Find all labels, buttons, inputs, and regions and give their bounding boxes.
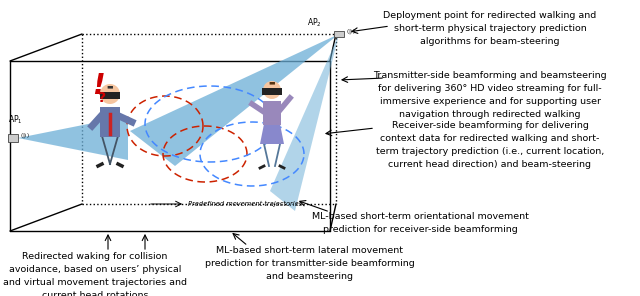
Text: AP$_1$: AP$_1$: [8, 113, 23, 126]
Bar: [8, 134, 18, 142]
Bar: [334, 31, 344, 37]
Text: and virtual movement trajectories and: and virtual movement trajectories and: [3, 278, 187, 287]
Text: context data for redirected walking and short-: context data for redirected walking and …: [380, 134, 600, 143]
Text: Redirected waking for collision: Redirected waking for collision: [22, 252, 168, 261]
Bar: [262, 88, 282, 95]
Text: ?: ?: [98, 91, 106, 105]
Text: Receiver-side beamforming for delivering: Receiver-side beamforming for delivering: [392, 121, 588, 130]
FancyBboxPatch shape: [100, 107, 120, 137]
Circle shape: [100, 84, 120, 104]
Polygon shape: [130, 34, 339, 166]
Text: prediction for transmitter-side beamforming: prediction for transmitter-side beamform…: [205, 259, 415, 268]
Text: and beamsteering: and beamsteering: [266, 272, 353, 281]
Text: Deployment point for redirected walking and: Deployment point for redirected walking …: [383, 11, 596, 20]
Bar: [100, 92, 120, 99]
Text: ML-based short-term orientational movement: ML-based short-term orientational moveme…: [312, 212, 529, 221]
Polygon shape: [270, 34, 339, 211]
Text: $\mathsf{(|))}$: $\mathsf{(|))}$: [20, 131, 30, 141]
Text: AP$_2$: AP$_2$: [307, 17, 322, 29]
Text: immersive experience and for supporting user: immersive experience and for supporting …: [380, 97, 600, 106]
Text: algorithms for beam-steering: algorithms for beam-steering: [420, 37, 560, 46]
Text: current head rotations: current head rotations: [42, 291, 148, 296]
Text: ML-based short-term lateral movement: ML-based short-term lateral movement: [216, 246, 403, 255]
Text: term trajectory prediction (i.e., current location,: term trajectory prediction (i.e., curren…: [376, 147, 604, 156]
Text: current head direction) and beam-steering: current head direction) and beam-steerin…: [388, 160, 591, 169]
Circle shape: [263, 81, 281, 99]
FancyBboxPatch shape: [263, 101, 281, 125]
Text: avoidance, based on users’ physical: avoidance, based on users’ physical: [9, 265, 181, 274]
Text: for delivering 360° HD video streaming for full-: for delivering 360° HD video streaming f…: [378, 84, 602, 93]
Text: !: !: [92, 72, 104, 100]
Polygon shape: [260, 124, 284, 144]
Text: Predefined movement trajectories: Predefined movement trajectories: [188, 201, 302, 207]
Text: ▬: ▬: [269, 79, 275, 85]
Text: $\mathsf{(|))}$: $\mathsf{(|))}$: [346, 27, 356, 36]
Text: short-term physical trajectory prediction: short-term physical trajectory predictio…: [394, 24, 586, 33]
Text: prediction for receiver-side beamforming: prediction for receiver-side beamforming: [323, 225, 517, 234]
Polygon shape: [18, 116, 128, 160]
Text: Transmitter-side beamforming and beamsteering: Transmitter-side beamforming and beamste…: [373, 71, 607, 80]
Text: navigation through redirected walking: navigation through redirected walking: [399, 110, 580, 119]
Text: ▬: ▬: [107, 83, 113, 89]
